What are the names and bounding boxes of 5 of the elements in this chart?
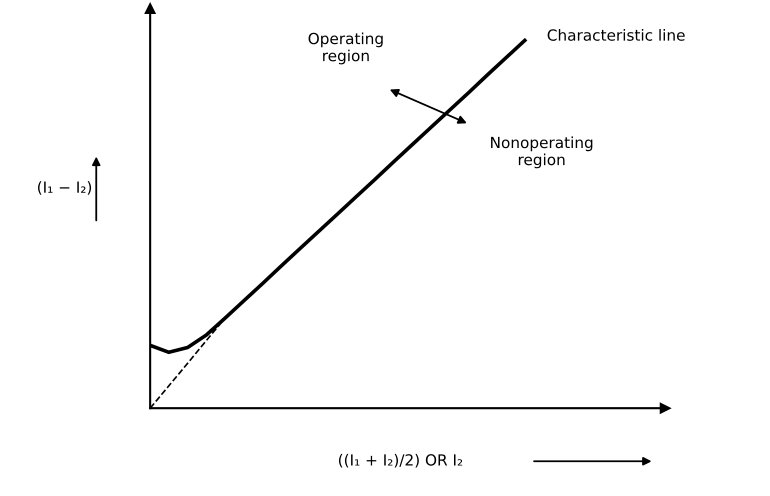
- annotation: Characteristic line: [548, 29, 685, 41]
- annotation: Operating region: [308, 32, 383, 64]
- y-axis-title: (I₁ − I₂): [38, 181, 92, 195]
- x-axis-title: ((I₁ + I₂)/2) OR I₂: [338, 454, 462, 468]
- annotation: Nonoperating region: [491, 136, 592, 168]
